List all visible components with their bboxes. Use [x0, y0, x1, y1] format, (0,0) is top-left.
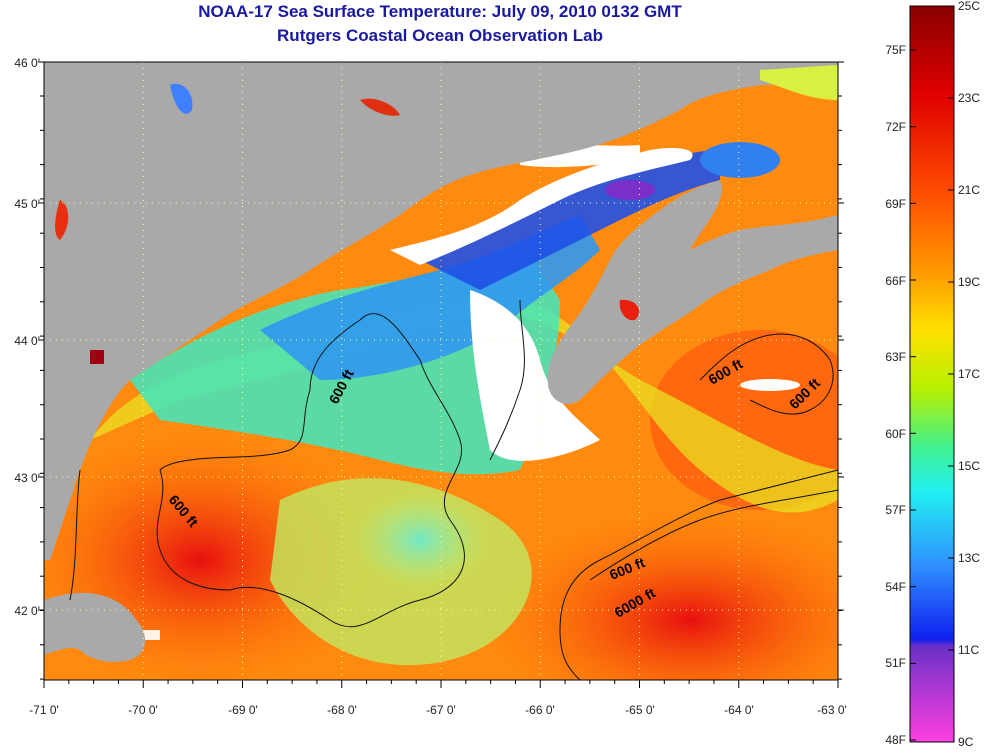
fahrenheit-label: 63F [885, 350, 906, 364]
contour-600ft [69, 469, 81, 601]
contour-6000ft [559, 469, 838, 680]
cool-water-region [350, 490, 490, 590]
celsius-label: 17C [958, 367, 980, 381]
latitude-axis: 46 0' 45 0' 44 0' 43 0' 42 0' [14, 56, 40, 618]
lon-tick-label: -71 0' [29, 703, 59, 717]
graticule [44, 62, 838, 680]
lon-tick-label: -70 0' [128, 703, 158, 717]
lat-tick-label: 45 0' [14, 197, 40, 211]
lat-tick-label: 44 0' [14, 334, 40, 348]
lon-tick-label: -63 0' [817, 703, 847, 717]
lat-tick-label: 46 0' [14, 56, 40, 70]
cloud-patch [740, 379, 800, 391]
water-northeast [760, 65, 838, 100]
celsius-label: 21C [958, 183, 980, 197]
cold-water-region [700, 142, 780, 178]
temperature-colorbar: 25C 23C 21C 19C 17C 15C 13C 11C 9C 75F 7… [885, 0, 980, 749]
cloud-patch [470, 290, 600, 461]
contour-600ft [589, 489, 838, 581]
celsius-label: 13C [958, 551, 980, 565]
fahrenheit-label: 69F [885, 197, 906, 211]
land-cape-cod [44, 592, 146, 662]
colorbar-ticks [910, 5, 954, 743]
depth-contours [69, 299, 838, 680]
map-title: NOAA-17 Sea Surface Temperature: July 09… [198, 2, 682, 21]
fahrenheit-label: 48F [885, 733, 906, 747]
fahrenheit-label: 57F [885, 503, 906, 517]
latitude-ticks [38, 61, 844, 680]
longitude-axis: -71 0' -70 0' -69 0' -68 0' -67 0' -66 0… [29, 703, 847, 717]
map-plot-area: 600 ft 600 ft 600 ft 600 ft 600 ft 6000 … [44, 62, 838, 680]
contour-600ft [699, 333, 834, 415]
celsius-label: 25C [958, 0, 980, 13]
contour-600ft [156, 313, 465, 628]
fahrenheit-label: 54F [885, 580, 906, 594]
celsius-label: 11C [958, 643, 979, 657]
celsius-label: 19C [958, 275, 980, 289]
lat-tick-label: 43 0' [14, 471, 40, 485]
celsius-label: 15C [958, 459, 980, 473]
fahrenheit-label: 66F [885, 274, 906, 288]
coldest-water-patch [605, 180, 655, 200]
lon-tick-label: -65 0' [625, 703, 655, 717]
lake-patch [170, 83, 193, 114]
colorbar-gradient [909, 5, 955, 743]
lon-tick-label: -67 0' [426, 703, 456, 717]
lon-tick-label: -66 0' [525, 703, 555, 717]
lon-tick-label: -68 0' [327, 703, 357, 717]
land-new-england [44, 62, 838, 560]
fahrenheit-label: 75F [885, 43, 906, 57]
lake-patch [619, 299, 640, 321]
cloud-patch [390, 148, 693, 265]
longitude-ticks [43, 680, 839, 688]
lon-tick-label: -64 0' [724, 703, 754, 717]
lake-patch [55, 200, 69, 240]
contour-600ft [489, 299, 525, 461]
lat-tick-label: 42 0' [14, 604, 40, 618]
map-subtitle: Rutgers Coastal Ocean Observation Lab [277, 26, 603, 45]
celsius-label: 9C [958, 735, 974, 749]
fahrenheit-label: 51F [885, 656, 906, 670]
fahrenheit-label: 72F [885, 120, 906, 134]
lon-tick-label: -69 0' [228, 703, 258, 717]
lake-patch [90, 350, 104, 364]
lake-patch [360, 98, 400, 116]
land-nova-scotia [547, 180, 838, 405]
fahrenheit-label: 60F [885, 427, 906, 441]
celsius-label: 23C [958, 91, 980, 105]
warm-water-region [480, 510, 838, 680]
